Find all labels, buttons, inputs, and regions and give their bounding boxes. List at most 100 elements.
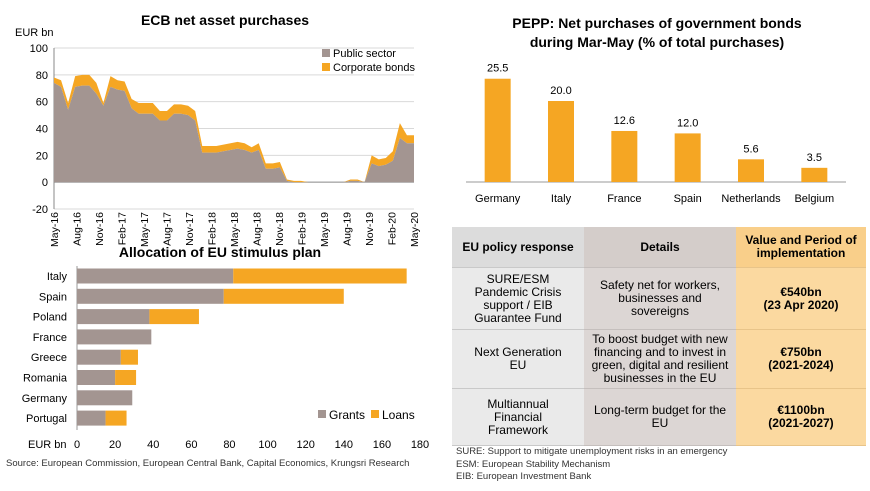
pepp-bar bbox=[484, 78, 511, 182]
ecb-area-chart: ECB net asset purchases EUR bn -20 0 20 40 6… bbox=[15, 12, 421, 247]
ecb-x-tick-label: May-19 bbox=[319, 212, 331, 247]
cell-line: Next Generation bbox=[474, 345, 562, 359]
cell-line: To boost budget with new bbox=[592, 332, 728, 346]
cell-line: businesses in the EU bbox=[603, 371, 717, 385]
table-cell-value: €540bn (23 Apr 2020) bbox=[736, 267, 866, 330]
ecb-y-tick-label: 20 bbox=[36, 150, 48, 162]
ecb-series-corporate-bonds bbox=[54, 74, 414, 183]
ecb-x-tick-label: Aug-17 bbox=[162, 212, 174, 246]
pepp-category-label: Belgium bbox=[794, 193, 834, 205]
eu-bar-grants bbox=[77, 410, 106, 426]
eu-bar-loans bbox=[223, 288, 344, 304]
eu-bar-grants bbox=[77, 309, 150, 325]
eu-x-tick-label: 60 bbox=[185, 439, 197, 451]
pepp-category-label: Germany bbox=[475, 193, 521, 205]
eu-stimulus-bar-chart: Allocation of EU stimulus plan Italy Spai… bbox=[22, 244, 429, 451]
pepp-value-label: 25.5 bbox=[487, 63, 508, 75]
table-cell-value: €1100bn (2021-2027) bbox=[736, 388, 866, 446]
pepp-value-label: 12.6 bbox=[614, 115, 635, 127]
ecb-y-tick-label: 60 bbox=[36, 97, 48, 109]
legend-label: Corporate bonds bbox=[333, 62, 415, 74]
ecb-y-tick-label: -20 bbox=[32, 204, 48, 216]
pepp-category-label: Italy bbox=[551, 193, 572, 205]
ecb-y-tick-label: 40 bbox=[36, 124, 48, 136]
pepp-bar bbox=[548, 101, 574, 182]
ecb-y-tick-label: 100 bbox=[30, 43, 48, 55]
pepp-value-label: 12.0 bbox=[677, 117, 698, 129]
eu-stimulus-title: Allocation of EU stimulus plan bbox=[119, 244, 321, 260]
eu-bar-grants bbox=[77, 288, 224, 304]
eu-category-label: Greece bbox=[31, 352, 67, 364]
table-cell-value: €750bn (2021-2024) bbox=[736, 329, 866, 389]
cell-line: green, digital and resilient bbox=[591, 358, 729, 372]
ecb-y-tick-label: 0 bbox=[42, 177, 48, 189]
cell-line: Multiannual bbox=[487, 396, 549, 411]
eu-category-label: Portugal bbox=[26, 413, 67, 425]
ecb-x-tick-label: May-17 bbox=[139, 212, 151, 247]
eu-policy-table: EU policy response Details Value and Per… bbox=[452, 227, 866, 446]
eu-bar-grants bbox=[77, 268, 234, 284]
pepp-bar bbox=[801, 167, 828, 182]
cell-line: Framework bbox=[487, 422, 548, 437]
eu-x-tick-label: 20 bbox=[109, 439, 121, 451]
ecb-x-tick-label: May-16 bbox=[49, 212, 61, 247]
eu-x-tick-label: 140 bbox=[335, 439, 353, 451]
ecb-y-tick-label: 80 bbox=[36, 70, 48, 82]
ecb-x-tick-label: Nov-19 bbox=[364, 212, 376, 246]
eu-category-label: Spain bbox=[39, 291, 67, 303]
cell-line: Long-term budget for the bbox=[593, 403, 727, 417]
pepp-title-line2: during Mar-May (% of total purchases) bbox=[530, 34, 784, 50]
eu-category-label: Germany bbox=[22, 393, 68, 405]
pepp-value-label: 3.5 bbox=[807, 152, 822, 164]
table-cell-response: Next Generation EU bbox=[452, 329, 584, 389]
pepp-bar bbox=[611, 130, 638, 182]
pepp-category-label: Netherlands bbox=[721, 193, 781, 205]
ecb-x-tick-label: May-20 bbox=[409, 212, 421, 247]
legend-swatch bbox=[318, 410, 326, 418]
ecb-x-tick-label: Nov-17 bbox=[184, 212, 196, 246]
pepp-value-label: 20.0 bbox=[550, 85, 571, 97]
cell-line: €750bn bbox=[780, 345, 822, 359]
cell-line: (23 Apr 2020) bbox=[763, 297, 839, 312]
eu-bar-grants bbox=[77, 370, 116, 385]
cell-line: (2021-2024) bbox=[768, 358, 834, 372]
eu-category-label: Poland bbox=[33, 312, 67, 324]
eu-x-tick-label: 100 bbox=[258, 439, 276, 451]
footnote: SURE: Support to mitigate unemployment r… bbox=[456, 446, 728, 457]
table-header-response: EU policy response bbox=[452, 227, 584, 268]
eu-category-label: Italy bbox=[47, 271, 68, 283]
cell-line: financing and to invest in bbox=[593, 345, 727, 359]
table-header-details: Details bbox=[584, 227, 736, 268]
footnote: ESM: European Stability Mechanism bbox=[456, 458, 611, 470]
table-cell-response: Multiannual Financial Framework bbox=[452, 388, 584, 446]
eu-bar-loans bbox=[149, 309, 199, 325]
table-row: Next Generation EU To boost budget with … bbox=[452, 329, 866, 389]
legend-label: Public sector bbox=[333, 48, 396, 60]
eu-bar-grants bbox=[77, 349, 121, 365]
table-header-value: Value and Period of implementation bbox=[736, 227, 866, 268]
legend-swatch bbox=[322, 63, 330, 71]
legend-swatch bbox=[371, 410, 379, 418]
pepp-title-line1: PEPP: Net purchases of government bonds bbox=[512, 15, 802, 31]
pepp-bar bbox=[674, 133, 701, 182]
ecb-x-tick-label: Feb-18 bbox=[207, 212, 219, 245]
ecb-x-tick-label: May-18 bbox=[229, 212, 241, 247]
cell-line: support / EIB bbox=[483, 297, 553, 312]
pepp-bar bbox=[738, 159, 764, 182]
cell-line: €540bn bbox=[780, 284, 822, 299]
legend-swatch bbox=[322, 49, 330, 57]
eu-bar-loans bbox=[105, 410, 127, 426]
eu-x-axis-label: EUR bn bbox=[28, 439, 67, 451]
table-row: Multiannual Financial Framework Long-ter… bbox=[452, 388, 866, 446]
table-cell-response: SURE/ESM Pandemic Crisis support / EIB G… bbox=[452, 267, 584, 330]
cell-line: SURE/ESM bbox=[486, 271, 550, 286]
eu-x-tick-label: 120 bbox=[296, 439, 314, 451]
ecb-series-public-sector bbox=[54, 82, 414, 183]
cell-line: Guarantee Fund bbox=[474, 310, 562, 325]
eu-x-tick-label: 40 bbox=[147, 439, 159, 451]
ecb-legend: Public sector Corporate bonds bbox=[322, 48, 415, 74]
ecb-x-tick-label: Feb-17 bbox=[117, 212, 129, 245]
cell-line: EU bbox=[509, 358, 527, 372]
table-cell-details: To boost budget with new financing and t… bbox=[584, 329, 736, 389]
